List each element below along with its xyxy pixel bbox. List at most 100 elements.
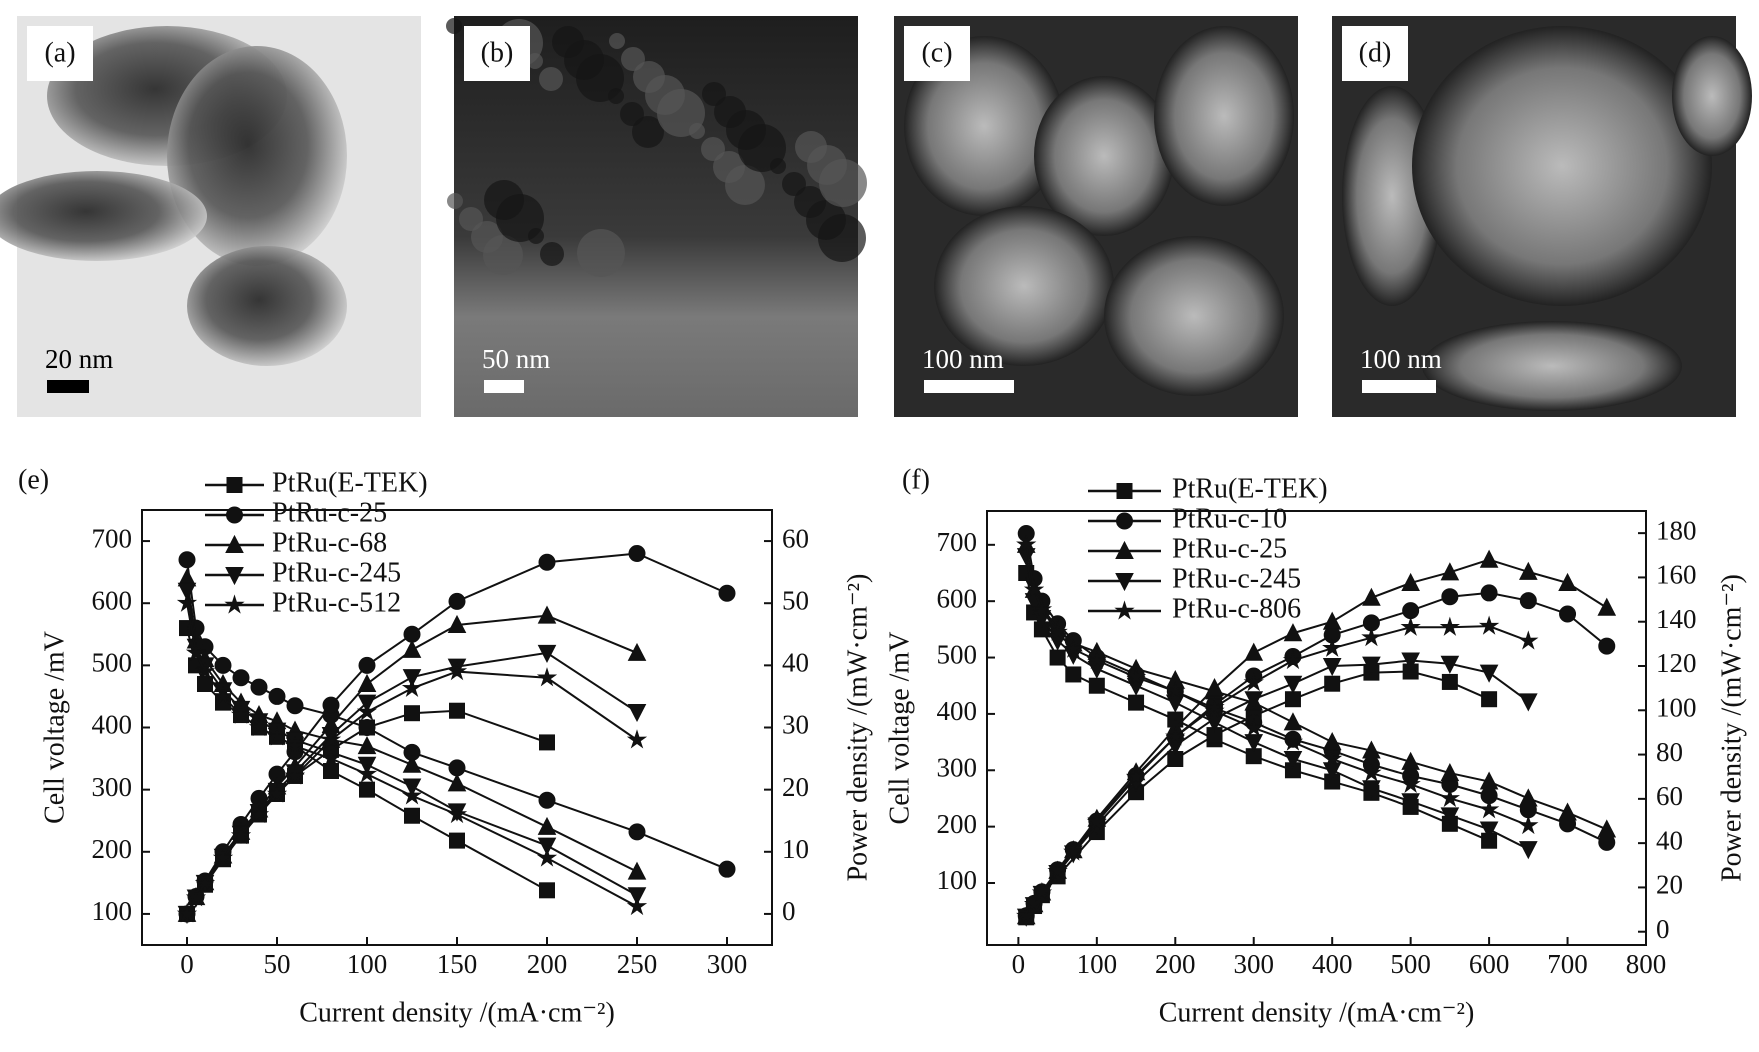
marker (1401, 751, 1420, 770)
y2-tick-label: 40 (782, 648, 809, 678)
y2-tick-label: 120 (1656, 648, 1697, 678)
marker (627, 703, 647, 723)
marker (1400, 773, 1421, 793)
y-tick-label: 300 (937, 752, 978, 782)
x-axis-title: Current density /(mA·cm⁻²) (299, 997, 615, 1028)
marker (446, 803, 468, 824)
marker (1559, 605, 1577, 623)
marker (226, 477, 243, 493)
marker (230, 824, 252, 845)
marker (1322, 658, 1342, 677)
chart: (e)0 50 100 150 200 250 3001002003004005006007… (18, 464, 873, 1028)
marker (250, 678, 268, 696)
marker (1322, 611, 1342, 630)
legend-label: PtRu-c-10 (1172, 503, 1287, 534)
marker (1284, 691, 1301, 708)
x-tick-label: 0 (1012, 949, 1026, 979)
x-tick-label: 0 (180, 949, 194, 979)
y-tick-label: 600 (92, 585, 133, 615)
legend-label: PtRu(E-TEK) (272, 467, 428, 498)
marker (402, 639, 422, 658)
marker (447, 773, 467, 792)
micrograph: (c) 100 nm (894, 16, 1298, 417)
marker (356, 701, 378, 721)
marker (1598, 637, 1616, 655)
y-tick-label: 500 (937, 640, 978, 670)
scale-label: 100 nm (922, 344, 1004, 374)
marker (1479, 549, 1499, 568)
marker (266, 783, 288, 803)
marker (539, 734, 555, 751)
x-tick-label: 100 (1077, 949, 1118, 979)
chart: (f)0 100 200 300 400 500 600 700 800100200300400… (884, 464, 1747, 1028)
y2-tick-label: 0 (1656, 914, 1670, 944)
particle (459, 207, 483, 231)
marker (1441, 588, 1459, 606)
y2-tick-label: 50 (782, 585, 809, 615)
y2-axis-title: Power density /(mW·cm⁻²) (842, 574, 873, 882)
marker (1244, 691, 1264, 710)
particle (794, 186, 826, 218)
x-tick-label: 200 (1155, 949, 1196, 979)
series-line (1025, 544, 1608, 831)
series-line (1025, 591, 1608, 917)
y-tick-label: 500 (92, 648, 133, 678)
scale-label: 20 nm (45, 344, 113, 374)
marker (1519, 592, 1537, 610)
scale-bar (484, 380, 524, 393)
particle (540, 242, 564, 266)
label-box (464, 26, 530, 81)
x-tick-label: 300 (1233, 949, 1274, 979)
legend-label: PtRu-c-245 (1172, 563, 1301, 594)
marker (357, 736, 377, 755)
particle (632, 116, 664, 148)
x-tick-label: 50 (264, 949, 291, 979)
marker (1597, 819, 1617, 838)
marker (626, 729, 648, 749)
marker (1519, 788, 1538, 807)
marker (1243, 717, 1264, 737)
x-tick-label: 800 (1626, 949, 1667, 979)
marker (176, 592, 198, 612)
marker (1322, 731, 1342, 751)
particle (484, 180, 524, 220)
marker (185, 887, 207, 907)
marker (402, 754, 422, 773)
marker (1362, 587, 1381, 606)
marker (1016, 905, 1037, 925)
marker (1128, 694, 1145, 711)
marker (1125, 666, 1147, 686)
marker (1204, 696, 1225, 717)
particle (0, 171, 207, 261)
series-line (1025, 558, 1608, 917)
particle (577, 229, 625, 277)
y2-tick-label: 160 (1656, 560, 1697, 590)
marker (627, 642, 647, 661)
marker (1283, 675, 1303, 694)
x-axis-title: Current density /(mA·cm⁻²) (1159, 997, 1475, 1028)
marker (1088, 677, 1105, 694)
marker (212, 685, 234, 706)
micrograph: (d) 100 nm (1332, 16, 1752, 417)
label-box (27, 26, 93, 81)
legend-label: PtRu-c-806 (1172, 593, 1301, 624)
y2-tick-label: 140 (1656, 604, 1697, 634)
particle (633, 61, 665, 93)
marker (537, 644, 557, 664)
particle (447, 193, 463, 209)
marker (1440, 562, 1460, 581)
marker (1086, 811, 1107, 831)
marker (1016, 534, 1037, 554)
y2-tick-label: 60 (782, 523, 809, 553)
marker (1165, 726, 1186, 746)
marker (1478, 799, 1500, 819)
scale-label: 50 nm (482, 344, 550, 374)
particle (1104, 236, 1284, 396)
marker (1402, 602, 1420, 620)
plot-frame (986, 510, 1647, 946)
marker (1243, 671, 1264, 692)
legend-label: PtRu-c-25 (272, 497, 387, 528)
marker (1441, 673, 1458, 690)
marker (626, 895, 648, 916)
marker (1282, 649, 1304, 670)
